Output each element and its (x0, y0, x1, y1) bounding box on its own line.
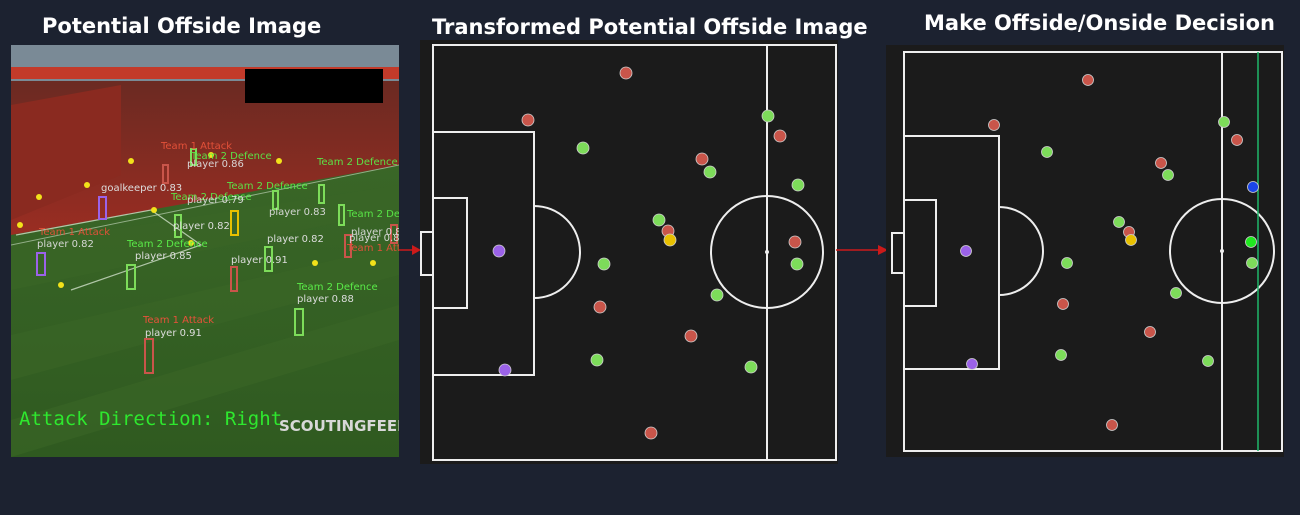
svg-text:player 0.83: player 0.83 (269, 207, 326, 218)
svg-text:player 0.82: player 0.82 (37, 239, 94, 250)
svg-text:player 0.8: player 0.8 (349, 233, 399, 244)
photo-label: player 0.82 (267, 234, 324, 245)
photo-label: Team 1 Attack (142, 315, 214, 326)
svg-text:Team 2 Defence: Team 2 Defence (190, 151, 272, 162)
watermark: SCOUTINGFEED (279, 417, 399, 435)
transformed-pitch (420, 40, 838, 464)
photo-label: goalkeeper 0.83 (101, 183, 182, 194)
svg-text:player 0.79: player 0.79 (187, 195, 244, 206)
decision-pitch (886, 45, 1284, 457)
svg-text:Team 2 Defence: Team 2 Defence (316, 157, 398, 168)
transformed-pitch-svg (420, 40, 838, 464)
svg-text:player 0.82: player 0.82 (351, 227, 399, 238)
photo-label: player 0.91 (145, 328, 202, 339)
photo-label: player 0.82 (173, 221, 230, 232)
panel3-title: Make Offside/Onside Decision (924, 11, 1276, 35)
svg-text:Team 2 Defence: Team 2 Defence (170, 192, 252, 203)
photo-label: Team 2 Defence (296, 282, 378, 293)
photo-label: Team 2 Defence (126, 239, 208, 250)
svg-text:Team 2 Defence: Team 2 Defence (346, 209, 399, 220)
decision-pitch-svg (886, 45, 1284, 457)
photo-label: player 0.85 (135, 251, 192, 262)
svg-text:Team 1 Attack: Team 1 Attack (38, 227, 110, 238)
photo-label: player 0.88 (297, 294, 354, 305)
arrow-1-icon (399, 245, 421, 255)
potential-offside-photo: Team 1 Attack Team 2 Defence Team 2 Defe… (11, 45, 399, 457)
svg-text:player 0.86: player 0.86 (187, 159, 244, 170)
photo-label: player 0.91 (231, 255, 288, 266)
svg-text:Team 1 Attack: Team 1 Attack (160, 141, 232, 152)
svg-text:Team 1 Attack: Team 1 Attack (346, 243, 399, 254)
arrow-2-icon (836, 245, 888, 255)
panel1-title: Potential Offside Image (42, 14, 322, 38)
svg-text:Team 2 Defence: Team 2 Defence (226, 181, 308, 192)
attack-direction-text: Attack Direction: Right (19, 408, 282, 430)
panel2-title: Transformed Potential Offside Image (432, 15, 868, 39)
photo-svg: Team 1 Attack Team 2 Defence Team 2 Defe… (11, 45, 399, 457)
